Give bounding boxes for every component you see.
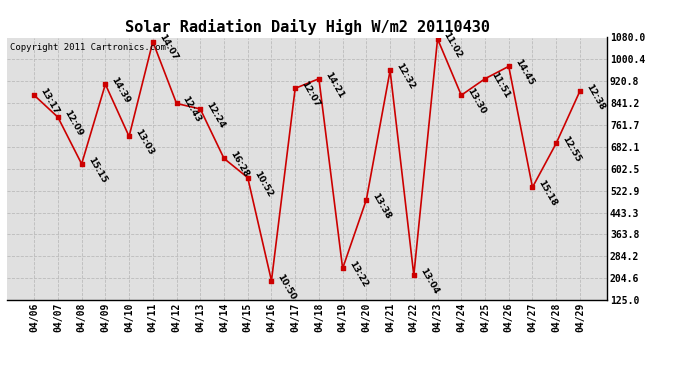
Text: 13:03: 13:03 bbox=[133, 128, 155, 157]
Text: 13:38: 13:38 bbox=[371, 191, 393, 220]
Point bbox=[171, 100, 182, 106]
Point bbox=[384, 68, 395, 74]
Text: 14:21: 14:21 bbox=[323, 70, 345, 99]
Point bbox=[432, 36, 443, 42]
Text: 10:50: 10:50 bbox=[275, 272, 297, 301]
Point bbox=[195, 106, 206, 112]
Text: 13:22: 13:22 bbox=[347, 260, 369, 289]
Point bbox=[480, 76, 491, 82]
Point bbox=[29, 92, 40, 98]
Text: 14:45: 14:45 bbox=[513, 58, 535, 87]
Text: 13:30: 13:30 bbox=[466, 87, 488, 116]
Point bbox=[242, 175, 253, 181]
Point bbox=[76, 161, 87, 167]
Title: Solar Radiation Daily High W/m2 20110430: Solar Radiation Daily High W/m2 20110430 bbox=[125, 19, 489, 35]
Text: 12:09: 12:09 bbox=[62, 108, 84, 138]
Point bbox=[574, 88, 585, 94]
Text: 15:18: 15:18 bbox=[537, 178, 559, 208]
Point bbox=[503, 63, 514, 69]
Text: 14:07: 14:07 bbox=[157, 33, 179, 62]
Text: 14:39: 14:39 bbox=[110, 75, 132, 105]
Point bbox=[408, 272, 420, 278]
Point bbox=[52, 114, 63, 120]
Text: 12:32: 12:32 bbox=[394, 62, 416, 91]
Text: 12:24: 12:24 bbox=[204, 100, 226, 130]
Text: 11:51: 11:51 bbox=[489, 70, 511, 99]
Text: 16:28: 16:28 bbox=[228, 150, 250, 179]
Text: 13:04: 13:04 bbox=[418, 267, 440, 296]
Text: 12:07: 12:07 bbox=[299, 80, 322, 109]
Point bbox=[313, 76, 324, 82]
Text: 10:52: 10:52 bbox=[252, 169, 274, 198]
Text: Copyright 2011 Cartronics.com: Copyright 2011 Cartronics.com bbox=[10, 43, 166, 52]
Point bbox=[219, 156, 230, 162]
Point bbox=[527, 184, 538, 190]
Point bbox=[337, 266, 348, 272]
Text: 12:55: 12:55 bbox=[560, 135, 582, 164]
Text: 13:17: 13:17 bbox=[39, 87, 61, 116]
Point bbox=[456, 92, 467, 98]
Point bbox=[290, 86, 301, 92]
Point bbox=[124, 134, 135, 140]
Text: 11:02: 11:02 bbox=[442, 30, 464, 59]
Point bbox=[551, 140, 562, 146]
Text: 12:38: 12:38 bbox=[584, 82, 607, 112]
Text: 12:43: 12:43 bbox=[181, 95, 203, 124]
Point bbox=[100, 81, 111, 87]
Point bbox=[266, 278, 277, 284]
Point bbox=[147, 39, 158, 45]
Point bbox=[361, 196, 372, 202]
Text: 15:15: 15:15 bbox=[86, 155, 108, 184]
